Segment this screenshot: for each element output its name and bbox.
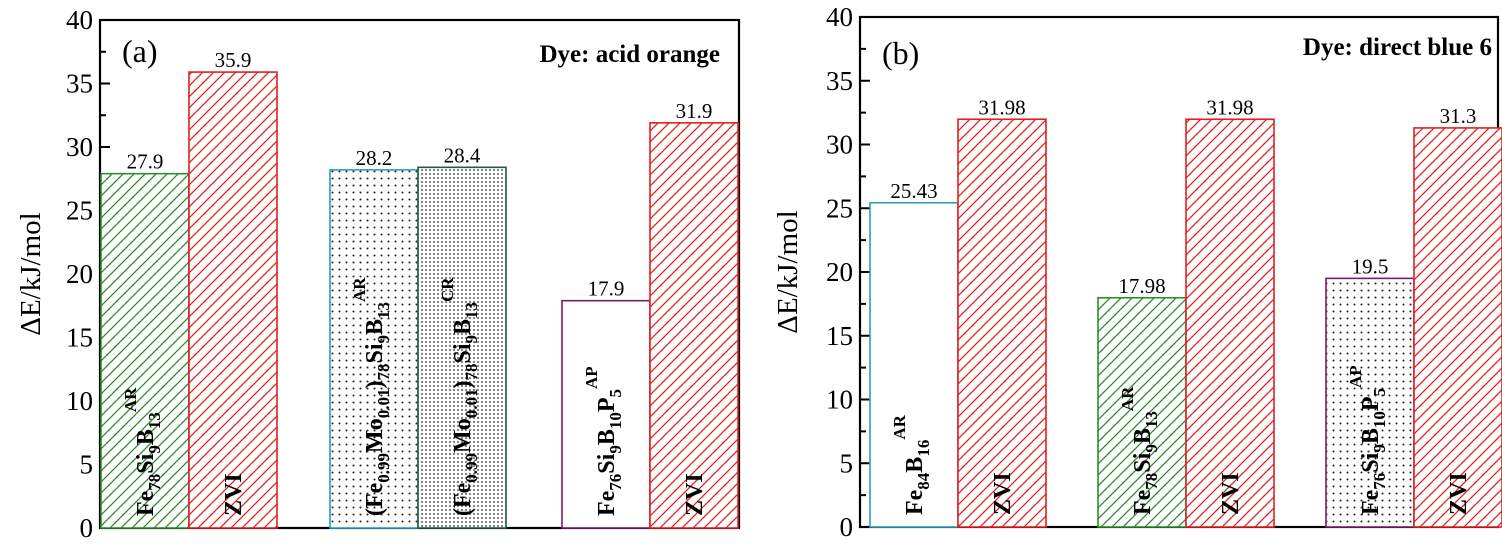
value-label-b-5: 31.3 — [1440, 104, 1477, 128]
y-tick-label-a-3: 15 — [66, 323, 93, 353]
value-label-b-1: 31.98 — [978, 95, 1025, 119]
y-tick-label-b-2: 10 — [826, 385, 853, 415]
bar-label-a-0: Fe78Si9B13AR — [121, 387, 164, 516]
value-label-a-3: 28.4 — [444, 143, 481, 167]
value-label-b-4: 19.5 — [1352, 254, 1389, 278]
y-tick-label-b-6: 30 — [826, 130, 853, 160]
bar-label-a-2: (Fe0.99Mo0.01)78Si9B13AR — [350, 277, 393, 516]
bar-b-3 — [1185, 118, 1275, 528]
bar-label-b-4: Fe76Si9B10P5AP — [1346, 365, 1389, 515]
bar-b-5 — [1413, 127, 1502, 528]
bar-b-4 — [1325, 277, 1415, 528]
y-tick-label-b-7: 35 — [826, 66, 853, 96]
panel-label-b: (b) — [882, 35, 919, 71]
bars-b: 25.43 Fe84B16AR 31.98 ZVI 17.98 Fe78Si9B13AR 3… — [869, 95, 1502, 528]
bar-label-a-3: (Fe0.99Mo0.01)78Si9B13CR — [438, 277, 481, 516]
bar-b-1 — [957, 118, 1047, 528]
bar-b-2 — [1097, 296, 1187, 528]
y-axis-label-a: ΔE/kJ/mol — [15, 212, 47, 335]
bar-label-b-3: ZVI — [1218, 472, 1244, 515]
chart-title-b: Dye: direct blue 6 — [1303, 34, 1492, 61]
bar-a-4 — [561, 299, 651, 529]
bar-a-1 — [188, 71, 278, 529]
bar-label-b-2: Fe78Si9B13AR — [1118, 386, 1161, 515]
bar-a-5 — [649, 122, 739, 529]
value-label-a-4: 17.9 — [588, 277, 625, 301]
bar-label-b-1: ZVI — [990, 472, 1016, 515]
y-tick-label-a-7: 35 — [66, 69, 93, 99]
y-tick-label-b-1: 5 — [840, 448, 854, 478]
value-label-b-2: 17.98 — [1118, 274, 1165, 298]
value-label-a-2: 28.2 — [356, 146, 393, 170]
y-tick-label-a-8: 40 — [66, 5, 93, 35]
bars-a: 27.9 Fe78Si9B13AR 35.9 ZVI 28.2 (Fe0.99Mo0.01… — [100, 48, 739, 529]
bar-a-3 — [417, 166, 507, 529]
bar-label-a-5: ZVI — [682, 473, 708, 516]
bar-a-2 — [329, 169, 419, 529]
y-ticks-b: 0 5 10 15 20 25 30 35 40 — [826, 2, 870, 542]
y-axis-label-b: ΔE/kJ/mol — [772, 210, 804, 333]
y-tick-label-b-0: 0 — [840, 512, 854, 542]
bar-label-b-0: Fe84B16AR — [890, 414, 933, 515]
bar-b-0 — [869, 201, 959, 528]
y-tick-label-a-1: 5 — [80, 450, 94, 480]
y-tick-label-b-5: 25 — [826, 193, 853, 223]
y-tick-label-a-2: 10 — [66, 386, 93, 416]
y-tick-label-a-6: 30 — [66, 132, 93, 162]
value-label-b-0: 25.43 — [890, 179, 937, 203]
bar-a-0 — [100, 172, 190, 529]
value-label-a-1: 35.9 — [215, 48, 252, 72]
y-tick-label-b-8: 40 — [826, 2, 853, 32]
value-label-a-5: 31.9 — [676, 99, 713, 123]
y-tick-label-b-3: 15 — [826, 321, 853, 351]
chart-title-a: Dye: acid orange — [539, 41, 720, 68]
y-tick-label-a-4: 20 — [66, 259, 93, 289]
panel-b: ΔE/kJ/mol (b) Dye: direct blue 6 0 5 10 15 2… — [772, 2, 1502, 542]
value-label-b-3: 31.98 — [1206, 95, 1253, 119]
value-label-a-0: 27.9 — [127, 150, 164, 174]
bar-label-b-5: ZVI — [1446, 472, 1472, 515]
y-tick-label-b-4: 20 — [826, 257, 853, 287]
y-tick-label-a-0: 0 — [80, 513, 94, 543]
bar-label-a-1: ZVI — [221, 473, 247, 516]
panel-a: ΔE/kJ/mol (a) Dye: acid orange 051015202… — [15, 5, 741, 543]
y-tick-label-a-5: 25 — [66, 196, 93, 226]
panel-label-a: (a) — [122, 33, 158, 69]
bar-label-a-4: Fe76Si9B10P5AP — [582, 366, 625, 516]
